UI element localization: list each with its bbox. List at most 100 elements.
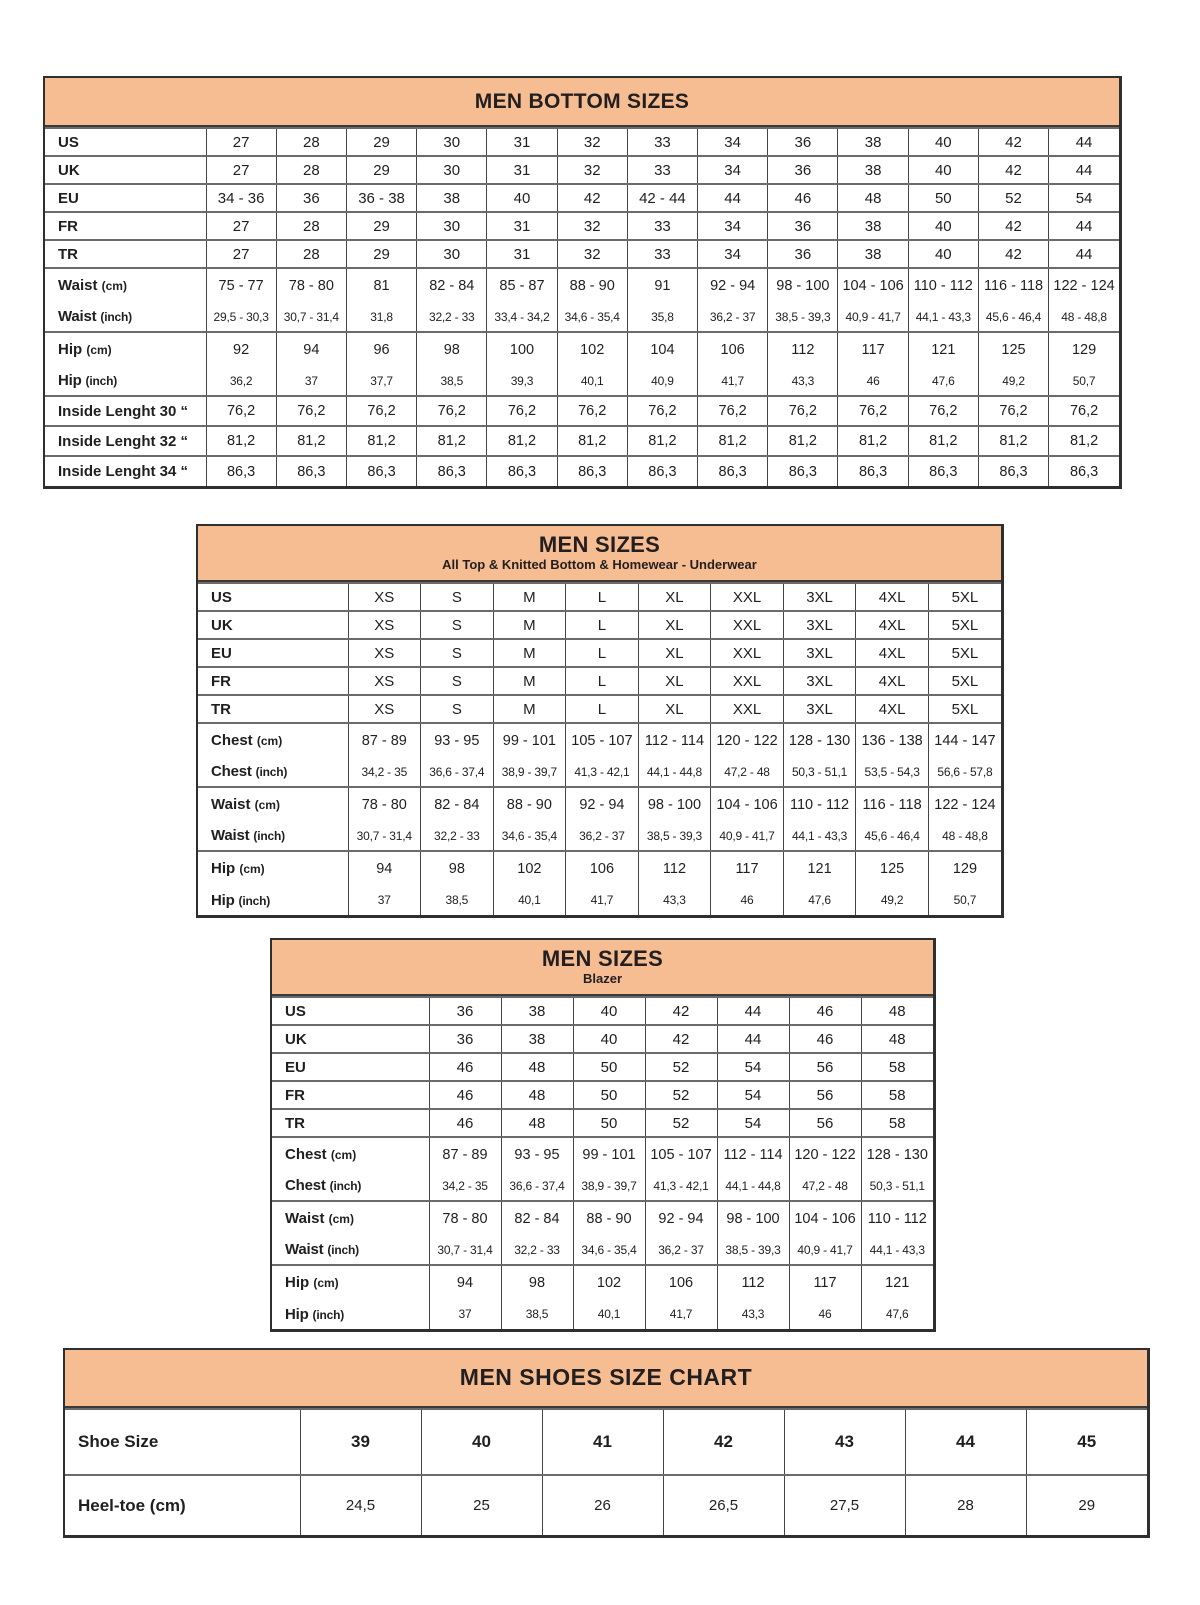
row-unit: (inch) [255, 765, 288, 779]
row-label-text: Inside Lenght 30 “ [58, 402, 189, 420]
cell: 125 [977, 331, 1049, 366]
cell: 3XL [782, 610, 856, 639]
cell: 27 [205, 127, 277, 156]
table-row: Waist (cm) 78 - 80 82 - 84 88 - 90 92 - 94 98… [198, 786, 1001, 821]
cell: 50,7 [1048, 366, 1119, 396]
table-header: MEN SIZES Blazer [272, 940, 933, 996]
cell: 78 - 80 [428, 1200, 501, 1235]
cell: 44 [1048, 211, 1119, 240]
cell: 42 [662, 1408, 784, 1475]
row-label: Hip (cm) [45, 331, 206, 366]
row-label-text: Waist [211, 796, 251, 813]
cell: 47,6 [860, 1299, 933, 1329]
row-unit: (cm) [101, 279, 127, 293]
row-label: FR [45, 211, 206, 240]
cell: 76,2 [1048, 395, 1119, 426]
cell: 27 [205, 211, 277, 240]
cell: XS [347, 610, 421, 639]
table-row: Shoe Size 39 40 41 42 43 44 45 [65, 1408, 1147, 1475]
cell: 44,1 - 43,3 [907, 302, 979, 332]
cell: 54 [716, 1108, 789, 1137]
row-unit: (cm) [256, 734, 283, 748]
cell: 116 - 118 [977, 267, 1049, 302]
cell: 121 [860, 1264, 933, 1299]
cell: 43 [783, 1408, 905, 1475]
cell: 34,2 - 35 [428, 1171, 501, 1201]
cell: 29 [345, 127, 417, 156]
cell: 40,1 [492, 885, 566, 915]
cell: 31,8 [345, 302, 417, 332]
cell: L [565, 638, 639, 667]
cell: 34,2 - 35 [347, 757, 421, 787]
cell: 38,5 - 39,3 [716, 1235, 789, 1265]
cell: 91 [626, 267, 698, 302]
row-label: US [198, 582, 348, 611]
row-label-text: Chest [211, 763, 252, 780]
cell: 38,9 - 39,7 [572, 1171, 645, 1201]
row-label-text: Waist [58, 308, 97, 325]
cell: 41,3 - 42,1 [644, 1171, 717, 1201]
cell: 48 [500, 1080, 573, 1109]
cell: 122 - 124 [1048, 267, 1119, 302]
cell: 58 [860, 1108, 933, 1137]
cell: 81,2 [1048, 425, 1119, 456]
row-label: UK [45, 155, 206, 184]
cell: 32 [556, 211, 628, 240]
table-row: Chest (cm) 87 - 89 93 - 95 99 - 101 105 - 10… [272, 1136, 933, 1171]
row-label-text: FR [285, 1086, 305, 1104]
cell: 44 [1048, 239, 1119, 268]
cell: 112 [767, 331, 838, 366]
cell: 87 - 89 [428, 1136, 501, 1171]
cell: 56,6 - 57,8 [927, 757, 1001, 787]
cell: 125 [855, 850, 929, 885]
cell: 82 - 84 [420, 786, 494, 821]
table-row: Hip (cm) 94 98 102 106 112 117 121 125 129 [198, 850, 1001, 885]
cell: 54 [716, 1052, 789, 1081]
cell: 46 [788, 1299, 861, 1329]
cell: 81,2 [486, 425, 558, 456]
cell: 104 - 106 [788, 1200, 861, 1235]
cell: 86,3 [1048, 455, 1119, 486]
cell: 104 - 106 [837, 267, 909, 302]
cell: 50 [572, 1052, 645, 1081]
cell: 36 [275, 183, 347, 212]
row-label-text: FR [58, 217, 78, 235]
row-label: FR [272, 1080, 429, 1109]
cell: XXL [710, 610, 784, 639]
cell: 86,3 [767, 455, 838, 486]
cell: 26 [541, 1474, 663, 1535]
table-row: Inside Lenght 30 “76,2 76,2 76,2 76,2 76,2 76… [45, 395, 1119, 426]
cell: 42 [977, 211, 1049, 240]
cell: 76,2 [837, 395, 909, 426]
cell: 58 [860, 1052, 933, 1081]
row-label: US [272, 996, 429, 1025]
cell: 81,2 [275, 425, 347, 456]
table-men-bottom-sizes: MEN BOTTOM SIZES US 27 28 29 30 31 32 33 34 36 38 40… [43, 76, 1122, 489]
cell: 28 [275, 155, 347, 184]
row-label: UK [272, 1024, 429, 1053]
cell: 106 [644, 1264, 717, 1299]
row-label: Shoe Size [65, 1408, 300, 1475]
row-label-text: FR [211, 672, 231, 690]
table-subtitle: All Top & Knitted Bottom & Homewear - Un… [442, 557, 757, 573]
cell: 81,2 [837, 425, 909, 456]
cell: 38 [837, 211, 909, 240]
cell: S [420, 582, 494, 611]
cell: 76,2 [486, 395, 558, 426]
cell: 105 - 107 [644, 1136, 717, 1171]
cell: 50,7 [927, 885, 1001, 915]
cell: 81,2 [977, 425, 1049, 456]
cell: 34 [697, 155, 768, 184]
size-grid: US 27 28 29 30 31 32 33 34 36 38 40 42 44 UK 27 28 29 30 31… [45, 127, 1119, 486]
table-header: MEN SHOES SIZE CHART [65, 1350, 1147, 1408]
cell: 48 - 48,8 [1048, 302, 1119, 332]
cell: 88 - 90 [572, 1200, 645, 1235]
cell: 41 [541, 1408, 663, 1475]
cell: XL [637, 666, 711, 695]
cell: 92 - 94 [644, 1200, 717, 1235]
row-label: EU [198, 638, 348, 667]
cell: 42 [644, 1024, 717, 1053]
cell: S [420, 638, 494, 667]
table-row: EU 46 48 50 52 54 56 58 [272, 1052, 933, 1081]
row-label-text: Hip [58, 341, 83, 358]
